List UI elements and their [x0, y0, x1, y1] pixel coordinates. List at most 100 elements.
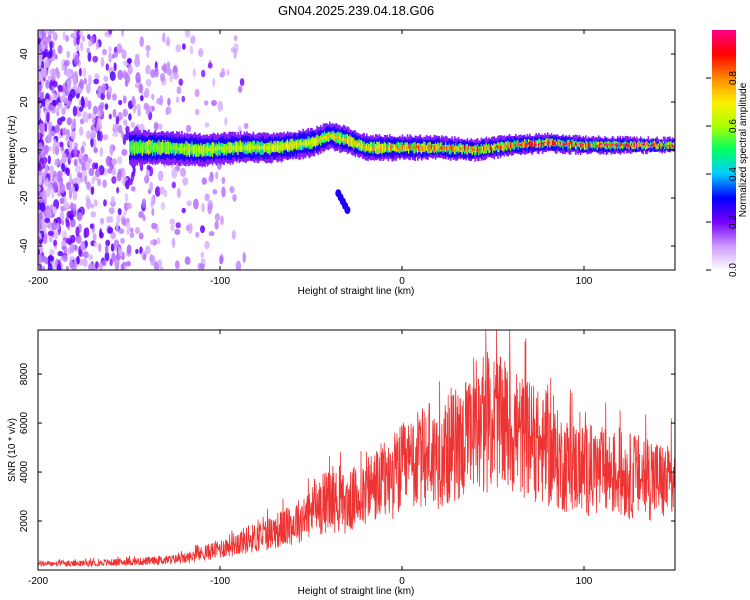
spectrogram-ridge-cell	[229, 144, 232, 153]
spectrogram-speckle	[201, 202, 205, 213]
spectrogram-speckle	[61, 65, 66, 71]
y-tick-label: 6000	[19, 412, 30, 435]
spectrogram-ridge-cell	[349, 139, 351, 142]
spectrogram-ridge-cell	[616, 143, 619, 149]
spectrogram-speckle	[86, 158, 93, 164]
spectrogram-ridge-cell	[408, 145, 410, 149]
spectrogram-ridge-cell	[299, 140, 302, 146]
spectrogram-ridge-cell	[400, 145, 402, 151]
spectrogram-speckle	[68, 140, 73, 147]
spectrogram-ridge-cell	[591, 142, 594, 149]
spectrogram-ridge-cell	[315, 140, 317, 145]
spectrogram-speckle	[104, 31, 110, 37]
spectrogram-ridge-cell	[566, 141, 568, 145]
spectrogram-ridge-cell	[511, 142, 513, 149]
spectrogram-ridge-cell	[415, 143, 418, 149]
spectrogram-ridge-cell	[600, 142, 602, 146]
spectrogram-speckle	[100, 56, 105, 68]
spectrogram-speckle	[123, 119, 128, 126]
spectrogram-ridge-cell	[304, 139, 307, 146]
spectrogram-ridge-cell	[563, 143, 565, 146]
spectrogram-ridge-cell	[483, 146, 485, 151]
spectrogram-speckle	[128, 113, 132, 121]
spectrogram-ridge-cell	[481, 147, 484, 150]
spectrogram-speckle	[118, 99, 123, 106]
spectrogram-speckle	[217, 100, 223, 112]
spectrogram-speckle	[108, 46, 112, 53]
spectrogram-ridge-cell	[222, 146, 224, 152]
spectrogram-speckle	[108, 207, 115, 215]
spectrogram-ridge-cell	[416, 143, 419, 154]
spectrogram-speckle	[49, 30, 55, 34]
spectrogram-ridge-cell	[552, 140, 554, 146]
spectrogram-ridge-cell	[605, 141, 608, 150]
spectrogram-speckle	[84, 227, 90, 238]
spectrogram-ridge-cell	[216, 145, 219, 151]
spectrogram-ridge-cell	[606, 144, 609, 149]
spectrogram-speckle	[121, 148, 128, 156]
spectrogram-speckle	[65, 181, 72, 191]
spectrogram-speckle	[54, 158, 60, 167]
spectrogram-ridge-cell	[622, 144, 624, 146]
spectrogram-ridge-cell	[177, 147, 179, 151]
spectrogram-speckle	[102, 134, 109, 141]
spectrogram-speckle	[159, 186, 165, 195]
spectrogram-ridge-cell	[151, 146, 154, 150]
spectrogram-speckle	[92, 55, 99, 63]
spectrogram-speckle	[204, 193, 210, 202]
spectrogram-ridge-cell	[562, 143, 564, 147]
spectrogram-speckle	[49, 47, 53, 57]
spectrogram-ridge-cell	[651, 144, 653, 147]
spectrogram-ridge-cell	[359, 141, 362, 149]
y-tick-label: 40	[19, 48, 30, 60]
spectrogram-speckle	[44, 144, 49, 153]
spectrogram-ridge-cell	[553, 141, 555, 146]
spectrogram-ridge-cell	[302, 142, 304, 146]
spectrogram-speckle	[127, 57, 132, 64]
spectrogram-ridge-cell	[549, 142, 551, 144]
spectrogram-speckle	[214, 213, 220, 222]
colorbar-label: Normalized spectral amplitude	[738, 82, 749, 217]
spectrogram-speckle	[145, 78, 152, 87]
spectrogram-ridge-cell	[244, 144, 247, 151]
spectrogram-ridge-cell	[353, 140, 355, 144]
spectrogram-ridge-cell	[447, 146, 450, 150]
spectrogram-speckle	[188, 223, 193, 234]
spectrogram-speckle	[38, 60, 42, 67]
spectrogram-ridge-cell	[136, 142, 139, 151]
spectrogram-ridge-cell	[613, 143, 615, 146]
spectrogram-speckle	[204, 240, 210, 250]
spectrogram-speckle	[70, 130, 76, 140]
spectrogram-ridge-cell	[526, 143, 529, 146]
spectrogram-speckle	[185, 124, 192, 133]
spectrogram-speckle	[215, 171, 219, 180]
spectrogram-ridge-cell	[650, 141, 652, 147]
spectrogram-speckle	[80, 145, 85, 154]
spectrogram-ridge-cell	[332, 133, 335, 139]
spectrogram-speckle	[108, 113, 112, 120]
spectrogram-ridge-cell	[641, 140, 643, 150]
spectrogram-speckle	[51, 221, 58, 231]
spectrogram-ridge-cell	[411, 147, 414, 149]
spectrogram-x-label: Height of straight line (km)	[298, 286, 415, 297]
spectrogram-ridge-cell	[373, 146, 376, 151]
spectrogram-ridge-cell	[497, 145, 499, 149]
spectrogram-ridge-cell	[414, 146, 416, 150]
spectrogram-ridge-cell	[331, 134, 334, 140]
spectrogram-ridge-cell	[661, 145, 664, 147]
spectrogram-ridge-cell	[267, 146, 270, 149]
spectrogram-ridge-cell	[223, 144, 225, 153]
spectrogram-ridge-cell	[211, 147, 214, 154]
spectrogram-speckle	[66, 69, 72, 78]
spectrogram-ridge-cell	[437, 145, 439, 148]
spectrogram-ridge-cell	[202, 147, 205, 154]
spectrogram-speckle	[38, 43, 42, 54]
spectrogram-speckle	[44, 257, 49, 265]
spectrogram-speckle	[124, 193, 129, 202]
spectrogram-ridge-cell	[661, 143, 664, 147]
spectrogram-ridge-cell	[274, 145, 276, 149]
spectrogram-ridge-cell	[210, 146, 213, 154]
spectrogram-ridge-cell	[148, 144, 150, 151]
spectrogram-ridge-cell	[380, 145, 382, 152]
spectrogram-speckle	[145, 44, 151, 52]
